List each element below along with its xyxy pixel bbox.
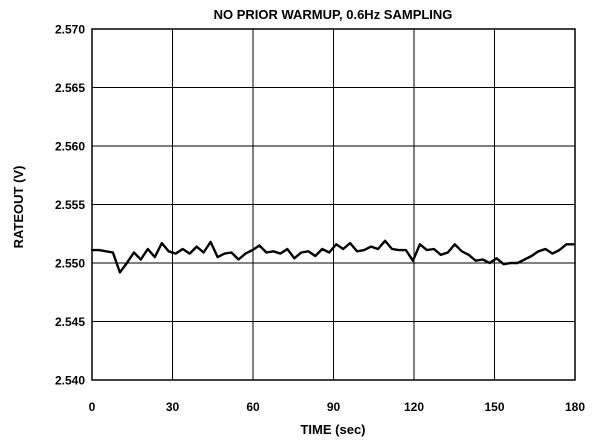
- x-axis-label: TIME (sec): [300, 422, 365, 437]
- y-axis-label: RATEOUT (V): [11, 166, 26, 249]
- y-tick-label: 2.555: [55, 198, 85, 212]
- y-tick-label: 2.550: [55, 257, 85, 271]
- chart-title: NO PRIOR WARMUP, 0.6Hz SAMPLING: [214, 7, 453, 22]
- x-tick-label: 180: [565, 400, 585, 414]
- y-tick-label: 2.540: [55, 374, 85, 388]
- series-layer: [90, 239, 575, 274]
- series-line: [90, 239, 575, 274]
- y-tick-label: 2.560: [55, 140, 85, 154]
- y-tick-labels: 2.540 2.545 2.550 2.555 2.560 2.565 2.570: [55, 23, 85, 388]
- x-tick-label: 0: [89, 400, 96, 414]
- axes: [91, 28, 576, 381]
- x-tick-label: 150: [484, 400, 504, 414]
- x-tick-label: 60: [246, 400, 260, 414]
- y-tick-label: 2.565: [55, 81, 85, 95]
- x-tick-label: 90: [327, 400, 341, 414]
- gridlines: [92, 29, 575, 380]
- plot-frame: [91, 28, 576, 381]
- x-tick-label: 30: [166, 400, 180, 414]
- x-tick-label: 120: [404, 400, 424, 414]
- x-tick-labels: 0 30 60 90 120 150 180: [89, 400, 586, 414]
- y-tick-label: 2.570: [55, 23, 85, 37]
- y-tick-label: 2.545: [55, 315, 85, 329]
